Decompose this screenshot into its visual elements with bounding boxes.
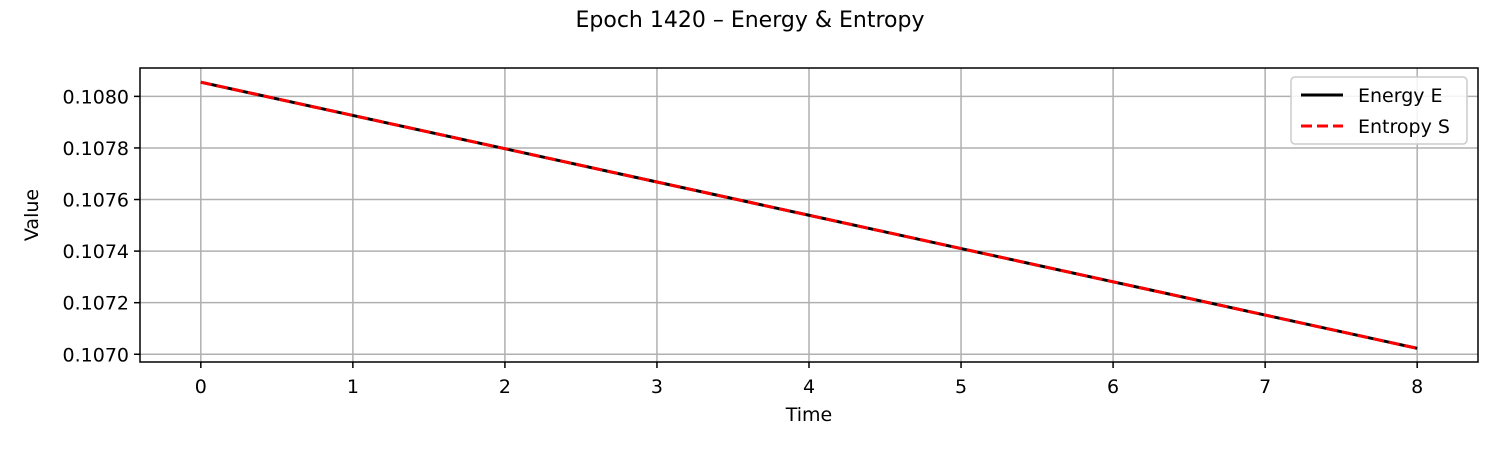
series-line-energy-e	[200, 80, 1418, 350]
y-tick-label: 0.1070	[63, 344, 129, 366]
x-tick-label: 6	[1107, 376, 1119, 398]
y-tick-label: 0.1074	[63, 241, 129, 263]
axis-ticks: 0 1 2 3 4 5 6 7 8 0.1070 0.1072 0.1074 0.1076 0.1078 0…	[63, 86, 1424, 398]
x-tick-label: 7	[1259, 376, 1271, 398]
x-axis-label: Time	[785, 404, 833, 426]
series-lines	[200, 80, 1418, 350]
x-tick-label: 0	[195, 376, 207, 398]
y-tick-label: 0.1076	[63, 190, 129, 212]
x-tick-label: 2	[499, 376, 511, 398]
x-tick-label: 5	[955, 376, 967, 398]
x-tick-label: 8	[1411, 376, 1423, 398]
chart-title: Epoch 1420 – Energy & Entropy	[576, 8, 925, 33]
grid	[140, 68, 1478, 362]
legend-label: Energy E	[1358, 85, 1443, 107]
y-tick-label: 0.1072	[63, 293, 129, 315]
legend-label: Entropy S	[1358, 116, 1450, 138]
x-tick-label: 3	[651, 376, 663, 398]
legend: Energy E Entropy S	[1290, 76, 1468, 145]
y-tick-label: 0.1080	[63, 86, 129, 108]
y-tick-label: 0.1078	[63, 138, 129, 160]
y-axis-label: Value	[21, 189, 43, 241]
x-tick-label: 1	[347, 376, 359, 398]
x-tick-label: 4	[803, 376, 815, 398]
